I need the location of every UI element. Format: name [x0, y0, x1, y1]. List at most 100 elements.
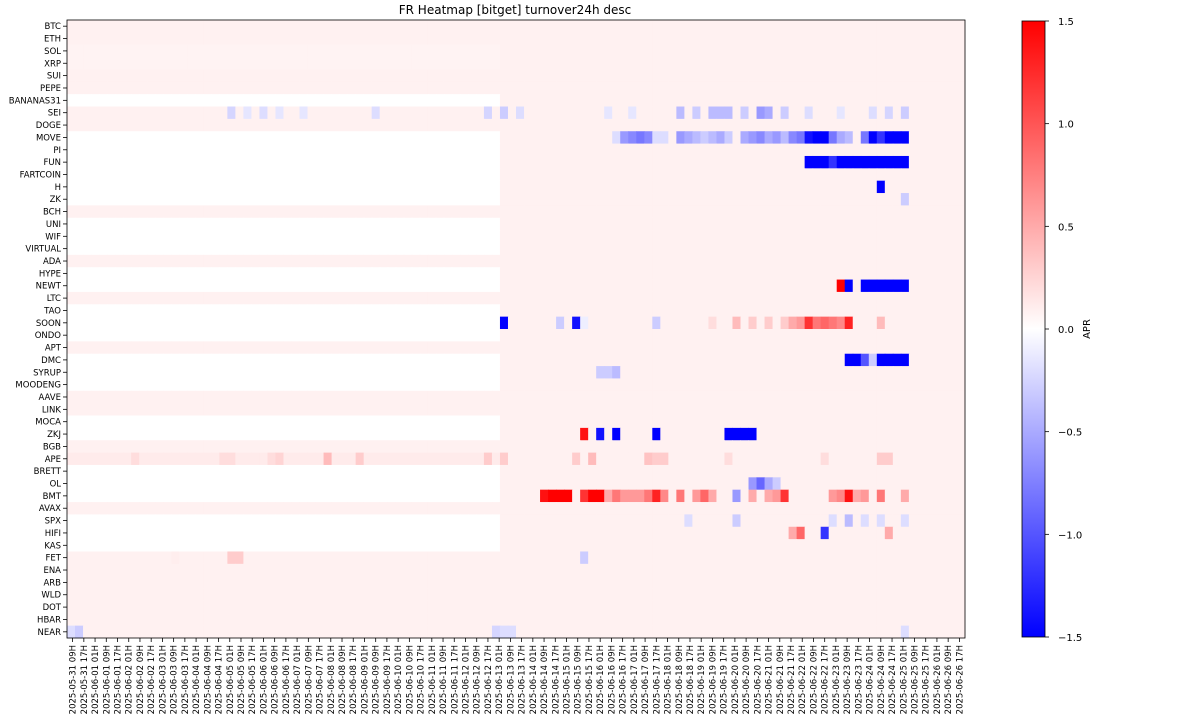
- heatmap-cell: [748, 526, 758, 540]
- heatmap-cell: [179, 304, 188, 318]
- heatmap-cell: [580, 514, 589, 528]
- heatmap-cell: [828, 353, 838, 367]
- heatmap-cell: [131, 551, 140, 565]
- heatmap-cell: [748, 168, 758, 182]
- heatmap-cell: [347, 131, 357, 145]
- heatmap-cell: [836, 193, 846, 206]
- heatmap-cell: [876, 69, 886, 83]
- heatmap-cell: [548, 180, 557, 194]
- heatmap-cell: [652, 415, 661, 429]
- heatmap-cell: [756, 551, 766, 565]
- heatmap-cell: [828, 94, 838, 108]
- heatmap-cell: [556, 415, 565, 429]
- heatmap-cell: [644, 69, 653, 83]
- heatmap-cell: [620, 329, 629, 342]
- heatmap-cell: [243, 242, 252, 256]
- heatmap-cell: [852, 514, 862, 528]
- heatmap-cell: [131, 539, 140, 552]
- heatmap-cell: [908, 106, 918, 120]
- heatmap-cell: [163, 427, 172, 441]
- heatmap-cell: [708, 329, 717, 342]
- heatmap-cell: [628, 366, 637, 379]
- heatmap-cell: [475, 304, 485, 318]
- heatmap-cell: [363, 378, 373, 392]
- heatmap-cell: [772, 143, 782, 157]
- heatmap-cell: [419, 155, 429, 169]
- heatmap-cell: [283, 563, 292, 577]
- heatmap-cell: [259, 452, 268, 466]
- heatmap-cell: [411, 254, 421, 268]
- heatmap-cell: [451, 415, 461, 429]
- heatmap-cell: [179, 106, 188, 120]
- heatmap-cell: [580, 291, 589, 305]
- heatmap-cell: [307, 415, 317, 429]
- heatmap-cell: [636, 353, 645, 367]
- heatmap-cell: [267, 230, 276, 243]
- heatmap-cell: [700, 279, 709, 293]
- heatmap-cell: [788, 329, 798, 342]
- heatmap-cell: [756, 514, 766, 528]
- heatmap-cell: [956, 329, 966, 342]
- heatmap-cell: [203, 329, 212, 342]
- heatmap-cell: [99, 69, 108, 83]
- heatmap-cell: [892, 106, 902, 120]
- heatmap-cell: [467, 440, 477, 454]
- heatmap-cell: [924, 267, 934, 281]
- heatmap-cell: [243, 464, 252, 478]
- heatmap-cell: [75, 341, 84, 355]
- heatmap-cell: [764, 118, 774, 132]
- heatmap-cell: [548, 230, 557, 243]
- heatmap-cell: [772, 378, 782, 392]
- heatmap-cell: [179, 94, 188, 108]
- heatmap-cell: [932, 329, 942, 342]
- heatmap-cell: [716, 94, 725, 108]
- heatmap-cell: [844, 242, 854, 256]
- heatmap-cell: [491, 316, 501, 330]
- heatmap-cell: [371, 539, 381, 552]
- heatmap-cell: [820, 477, 830, 491]
- heatmap-cell: [740, 452, 750, 466]
- heatmap-cell: [427, 20, 437, 33]
- heatmap-cell: [139, 353, 148, 367]
- heatmap-cell: [748, 44, 758, 58]
- heatmap-cell: [692, 452, 701, 466]
- heatmap-cell: [211, 44, 220, 58]
- heatmap-cell: [363, 390, 373, 404]
- heatmap-cell: [267, 403, 276, 417]
- heatmap-cell: [924, 291, 934, 305]
- heatmap-cell: [315, 440, 325, 454]
- heatmap-cell: [315, 390, 325, 404]
- heatmap-cell: [243, 193, 252, 206]
- heatmap-cell: [467, 230, 477, 243]
- heatmap-cell: [604, 57, 613, 70]
- heatmap-cell: [107, 378, 116, 392]
- heatmap-cell: [99, 477, 108, 491]
- heatmap-cell: [820, 20, 830, 33]
- heatmap-cell: [307, 57, 317, 70]
- heatmap-cell: [932, 514, 942, 528]
- heatmap-cell: [235, 452, 244, 466]
- heatmap-cell: [315, 155, 325, 169]
- heatmap-cell: [516, 477, 525, 491]
- heatmap-cell: [644, 551, 653, 565]
- heatmap-cell: [812, 81, 822, 95]
- heatmap-cell: [107, 106, 116, 120]
- heatmap-cell: [740, 118, 750, 132]
- heatmap-cell: [636, 217, 645, 231]
- heatmap-cell: [339, 415, 349, 429]
- heatmap-cell: [540, 353, 549, 367]
- heatmap-cell: [572, 106, 581, 120]
- heatmap-cell: [620, 267, 629, 281]
- heatmap-cell: [275, 353, 284, 367]
- heatmap-cell: [339, 452, 349, 466]
- heatmap-cell: [115, 254, 124, 268]
- heatmap-cell: [195, 155, 204, 169]
- heatmap-cell: [852, 155, 862, 169]
- heatmap-cell: [123, 180, 132, 194]
- heatmap-cell: [924, 143, 934, 157]
- heatmap-cell: [411, 267, 421, 281]
- heatmap-cell: [884, 106, 894, 120]
- heatmap-cell: [275, 267, 284, 281]
- heatmap-cell: [884, 489, 894, 503]
- heatmap-cell: [411, 279, 421, 293]
